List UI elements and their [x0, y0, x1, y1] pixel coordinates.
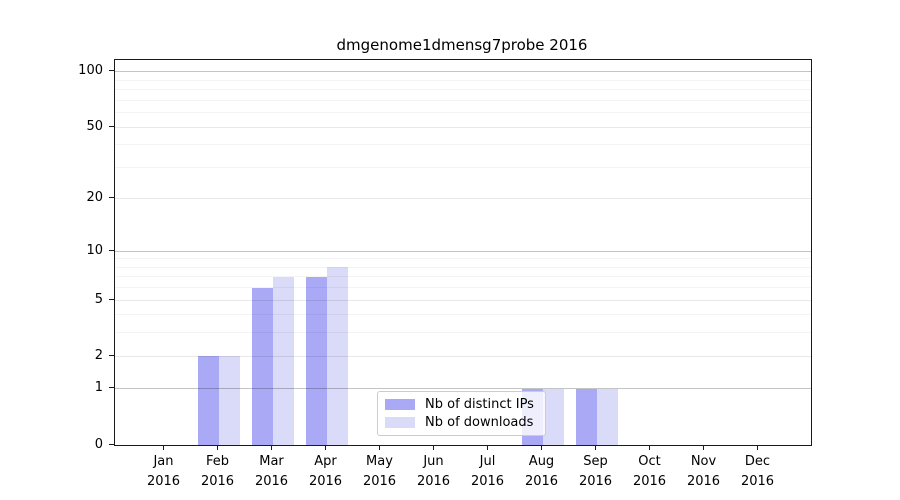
x-tick-mark-aug [541, 445, 542, 450]
x-tick-mark-dec [757, 445, 758, 450]
bar-feb-ips [197, 356, 219, 445]
x-tick-label-oct: Oct 2016 [632, 454, 667, 489]
y-tick-mark-100 [109, 70, 114, 72]
chart-title: dmgenome1dmensg7probe 2016 [336, 36, 588, 54]
x-tick-label-jan: Jan 2016 [146, 454, 181, 489]
gridline-y-40 [115, 144, 811, 146]
x-tick-mark-jun [433, 445, 434, 450]
x-tick-label-aug: Aug 2016 [524, 454, 559, 489]
y-tick-mark-5 [109, 298, 114, 300]
x-tick-label-jun: Jun 2016 [416, 454, 451, 489]
gridline-y-60 [115, 112, 811, 114]
x-tick-label-may: May 2016 [362, 454, 397, 489]
legend-label-0: Nb of distinct IPs [425, 397, 534, 412]
gridline-y-50 [115, 126, 811, 128]
legend-label-1: Nb of downloads [425, 415, 534, 430]
x-tick-label-jul: Jul 2016 [470, 454, 505, 489]
bar-mar-ips [251, 287, 273, 445]
y-tick-label-5: 5 [94, 291, 103, 307]
legend-item-downloads: Nb of downloads [385, 415, 537, 430]
legend-item-distinct-ips: Nb of distinct IPs [385, 397, 537, 412]
gridline-y-9 [115, 258, 811, 260]
x-tick-label-feb: Feb 2016 [200, 454, 235, 489]
gridline-y-2 [115, 355, 811, 357]
x-tick-mark-jul [487, 445, 488, 450]
x-tick-mark-oct [649, 445, 650, 450]
y-tick-label-1: 1 [94, 380, 103, 396]
x-tick-mark-may [379, 445, 380, 450]
bar-aug-downloads [542, 388, 564, 445]
bar-sep-ips [575, 388, 597, 445]
legend-swatch-1 [385, 417, 415, 428]
x-tick-mark-sep [595, 445, 596, 450]
y-tick-label-10: 10 [86, 242, 103, 258]
gridline-y-80 [115, 89, 811, 91]
bar-apr-downloads [326, 267, 348, 445]
x-tick-mark-nov [703, 445, 704, 450]
x-tick-mark-feb [217, 445, 218, 450]
x-tick-label-dec: Dec 2016 [740, 454, 775, 489]
gridline-y-3 [115, 332, 811, 334]
bar-mar-downloads [272, 276, 294, 445]
gridline-y-70 [115, 99, 811, 101]
x-tick-label-sep: Sep 2016 [578, 454, 613, 489]
legend: Nb of distinct IPs Nb of downloads [377, 391, 546, 436]
plot-area [114, 59, 812, 446]
y-tick-label-2: 2 [94, 347, 103, 363]
x-tick-mark-mar [271, 445, 272, 450]
x-tick-mark-jan [163, 445, 164, 450]
legend-swatch-0 [385, 399, 415, 410]
bar-sep-downloads [596, 388, 618, 445]
gridline-y-8 [115, 266, 811, 268]
gridline-y-5 [115, 299, 811, 301]
x-tick-label-mar: Mar 2016 [254, 454, 289, 489]
gridline-y-6 [115, 287, 811, 289]
gridline-y-90 [115, 79, 811, 81]
y-tick-mark-20 [109, 197, 114, 199]
y-tick-mark-2 [109, 354, 114, 356]
gridline-y-1 [115, 388, 811, 390]
gridline-y-7 [115, 276, 811, 278]
gridline-y-4 [115, 314, 811, 316]
y-tick-label-50: 50 [86, 118, 103, 134]
x-tick-mark-apr [325, 445, 326, 450]
y-tick-mark-1 [109, 387, 114, 389]
y-tick-label-0: 0 [94, 436, 103, 452]
gridline-y-30 [115, 166, 811, 168]
y-tick-mark-50 [109, 125, 114, 127]
x-tick-label-nov: Nov 2016 [686, 454, 721, 489]
y-tick-label-100: 100 [78, 63, 103, 79]
x-tick-label-apr: Apr 2016 [308, 454, 343, 489]
y-tick-label-20: 20 [86, 190, 103, 206]
y-tick-mark-10 [109, 249, 114, 251]
bar-feb-downloads [218, 356, 240, 445]
gridline-y-100 [115, 71, 811, 73]
bar-apr-ips [305, 276, 327, 445]
gridline-y-20 [115, 198, 811, 200]
y-tick-mark-0 [109, 443, 114, 445]
gridline-y-10 [115, 250, 811, 252]
